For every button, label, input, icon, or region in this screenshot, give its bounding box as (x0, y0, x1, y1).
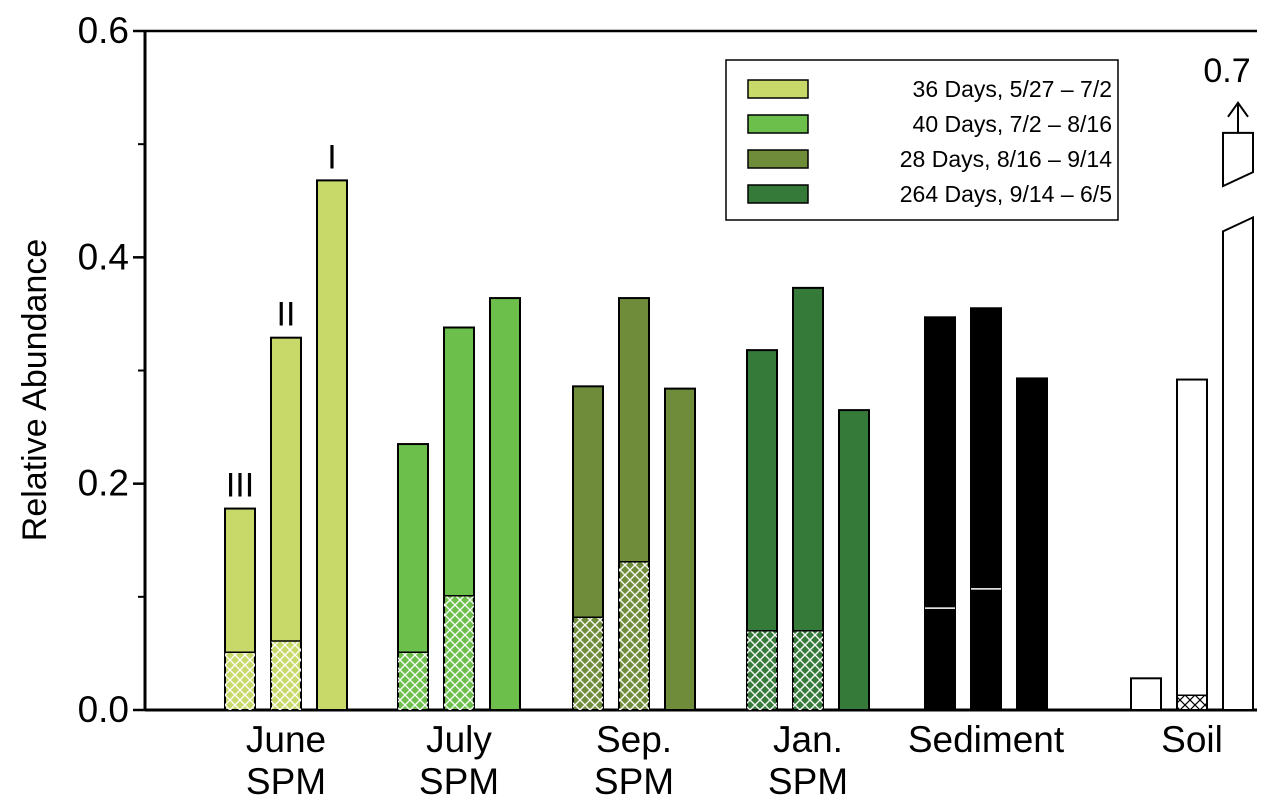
category-label: SPM (594, 761, 674, 801)
bar-hatched-segment (444, 595, 474, 710)
y-axis-label: Relative Abundance (16, 239, 54, 541)
series-label: III (226, 467, 254, 505)
bar-group-june (224, 179, 348, 711)
legend-label: 28 Days, 8/16 – 9/14 (900, 146, 1112, 172)
y-tick-label: 0.0 (78, 689, 129, 730)
category-label: Sep. (596, 719, 672, 760)
bar-hatched-segment (925, 608, 955, 710)
overflow-label: 0.7 (1203, 52, 1250, 90)
y-tick-label: 0.6 (78, 10, 129, 51)
bar-hatched-segment (971, 588, 1001, 710)
overflow-arrow-head (1227, 101, 1249, 118)
category-label: SPM (419, 761, 499, 801)
bar-group-july (397, 297, 521, 711)
bar-hatched-segment (1177, 695, 1207, 710)
category-label: Jan. (773, 719, 843, 760)
bar (1130, 677, 1162, 712)
bar-hatched-segment (573, 617, 603, 710)
y-ticks: 0.0 0.2 0.4 0.6 (78, 10, 145, 730)
bar-group-sep (572, 297, 696, 711)
bar (838, 409, 870, 711)
bar-hatched-segment (271, 640, 301, 710)
bar (1016, 377, 1048, 711)
bar (1176, 378, 1208, 711)
legend-swatch (747, 184, 809, 204)
series-label: I (327, 138, 336, 176)
legend-label: 40 Days, 7/2 – 8/16 (913, 111, 1112, 137)
category-label: Sediment (908, 719, 1065, 760)
bar-broken-lower (1222, 215, 1254, 711)
legend-swatch (747, 149, 809, 169)
bar-group-soil (1130, 101, 1254, 712)
legend-label: 36 Days, 5/27 – 7/2 (913, 76, 1112, 102)
bar-hatched-segment (747, 630, 777, 710)
legend-swatch (747, 114, 809, 134)
bar (489, 297, 521, 711)
category-label: SPM (246, 761, 326, 801)
bar-hatched-segment (398, 652, 428, 710)
category-label: July (426, 719, 492, 760)
bar (316, 179, 348, 711)
legend-swatch (747, 79, 809, 99)
y-tick-label: 0.4 (78, 236, 129, 277)
category-label: June (246, 719, 326, 760)
bar (664, 387, 696, 711)
annotations: IIIIIIJuneSPMJulySPMSep.SPMJan.SPMSedime… (226, 138, 1223, 801)
bar-hatched-segment (225, 652, 255, 710)
y-tick-label: 0.2 (78, 463, 129, 504)
bar-hatched-segment (793, 630, 823, 710)
category-label: SPM (768, 761, 848, 801)
bars (224, 101, 1254, 712)
legend: 36 Days, 5/27 – 7/2 40 Days, 7/2 – 8/16 28… (725, 59, 1119, 221)
bar-hatched-segment (619, 561, 649, 710)
category-label: Soil (1161, 719, 1223, 760)
legend-label: 264 Days, 9/14 – 6/5 (900, 181, 1112, 207)
bar-broken-upper (1222, 131, 1254, 188)
series-label: II (277, 296, 296, 334)
bar-group-sediment (924, 307, 1048, 711)
bar-group-jan (746, 286, 870, 711)
